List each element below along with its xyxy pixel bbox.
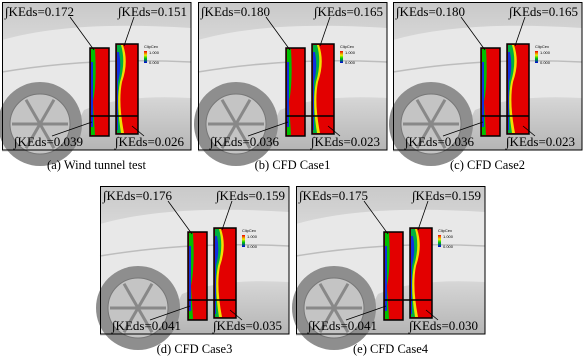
legend-title: ClipCex bbox=[242, 228, 256, 233]
legend-title: ClipCex bbox=[340, 44, 354, 49]
legend-min: 0.000 bbox=[149, 60, 160, 65]
kinetic-energy-label: ∫KEds=0.035 bbox=[212, 318, 282, 334]
kinetic-energy-label: ∫KEds=0.176 bbox=[102, 188, 173, 204]
panel-caption: (b) CFD Case1 bbox=[255, 158, 331, 172]
contour-min bbox=[482, 62, 484, 127]
contour-min bbox=[287, 62, 289, 127]
legend-bar bbox=[535, 51, 538, 63]
kinetic-energy-label: ∫KEds=0.036 bbox=[404, 134, 475, 150]
kinetic-energy-label: ∫KEds=0.165 bbox=[508, 4, 578, 20]
kinetic-energy-label: ∫KEds=0.023 bbox=[505, 134, 575, 150]
kinetic-energy-label: ∫KEds=0.180 bbox=[395, 4, 465, 20]
kinetic-energy-label: ∫KEds=0.180 bbox=[200, 4, 270, 20]
legend-bar bbox=[242, 235, 245, 247]
legend-max: 1.000 bbox=[247, 234, 258, 239]
legend-min: 0.000 bbox=[540, 60, 551, 65]
legend-min: 0.000 bbox=[345, 60, 356, 65]
legend-max: 1.000 bbox=[345, 50, 356, 55]
kinetic-energy-label: ∫KEds=0.041 bbox=[111, 318, 181, 334]
legend-max: 1.000 bbox=[540, 50, 551, 55]
panel-caption: (e) CFD Case4 bbox=[353, 342, 429, 356]
legend-bar bbox=[438, 235, 441, 247]
figure: ClipCex1.0000.000∫KEds=0.172∫KEds=0.151∫… bbox=[0, 0, 584, 362]
contour-min bbox=[189, 246, 191, 311]
kinetic-energy-label: ∫KEds=0.172 bbox=[4, 4, 74, 20]
kinetic-energy-label: ∫KEds=0.026 bbox=[114, 134, 185, 150]
kinetic-energy-label: ∫KEds=0.151 bbox=[117, 4, 187, 20]
legend-min: 0.000 bbox=[247, 244, 258, 249]
legend-title: ClipCex bbox=[144, 44, 158, 49]
legend-title: ClipCex bbox=[438, 228, 452, 233]
legend-max: 1.000 bbox=[149, 50, 160, 55]
kinetic-energy-label: ∫KEds=0.175 bbox=[298, 188, 368, 204]
legend-max: 1.000 bbox=[443, 234, 454, 239]
legend-bar bbox=[144, 51, 147, 63]
panel-caption: (c) CFD Case2 bbox=[450, 158, 525, 172]
legend-min: 0.000 bbox=[443, 244, 454, 249]
kinetic-energy-label: ∫KEds=0.023 bbox=[310, 134, 380, 150]
panel-caption: (a) Wind tunnel test bbox=[47, 158, 146, 172]
panel-caption: (d) CFD Case3 bbox=[157, 342, 233, 356]
legend-title: ClipCex bbox=[535, 44, 549, 49]
kinetic-energy-label: ∫KEds=0.159 bbox=[411, 188, 481, 204]
contour-min bbox=[91, 62, 93, 127]
kinetic-energy-label: ∫KEds=0.036 bbox=[209, 134, 280, 150]
legend-bar bbox=[340, 51, 343, 63]
kinetic-energy-label: ∫KEds=0.159 bbox=[215, 188, 285, 204]
kinetic-energy-label: ∫KEds=0.039 bbox=[13, 134, 83, 150]
kinetic-energy-label: ∫KEds=0.165 bbox=[313, 4, 383, 20]
kinetic-energy-label: ∫KEds=0.030 bbox=[408, 318, 478, 334]
kinetic-energy-label: ∫KEds=0.041 bbox=[307, 318, 377, 334]
contour-min bbox=[385, 246, 387, 311]
